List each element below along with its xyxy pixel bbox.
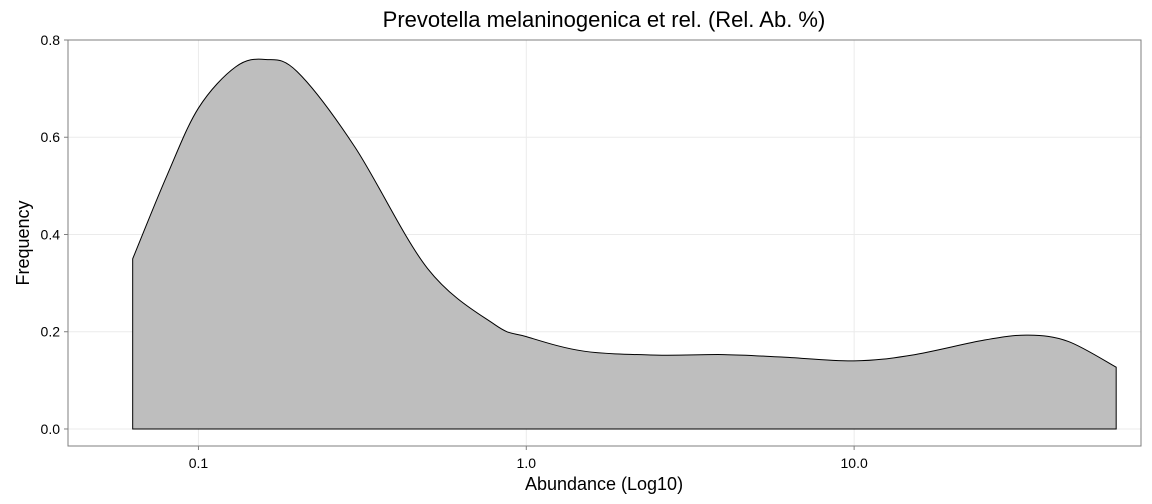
plot-panel-border — [67, 39, 1142, 447]
y-tick-label: 0.0 — [41, 421, 61, 437]
x-tick-label: 0.1 — [189, 455, 209, 471]
chart-title: Prevotella melaninogenica et rel. (Rel. … — [383, 7, 826, 32]
y-axis-title: Frequency — [13, 200, 33, 285]
y-tick-label: 0.8 — [41, 32, 61, 48]
x-tick-label: 10.0 — [841, 455, 868, 471]
y-tick-label: 0.6 — [41, 129, 61, 145]
density-area — [132, 58, 1117, 430]
density-area-layer — [132, 58, 1117, 430]
x-axis: 0.1 1.0 10.0 — [189, 446, 868, 471]
y-axis: 0.0 0.2 0.4 0.6 0.8 — [41, 32, 68, 437]
y-tick-label: 0.2 — [41, 324, 61, 340]
y-tick-label: 0.4 — [41, 226, 61, 242]
x-tick-label: 1.0 — [517, 455, 537, 471]
x-axis-title: Abundance (Log10) — [525, 474, 683, 494]
